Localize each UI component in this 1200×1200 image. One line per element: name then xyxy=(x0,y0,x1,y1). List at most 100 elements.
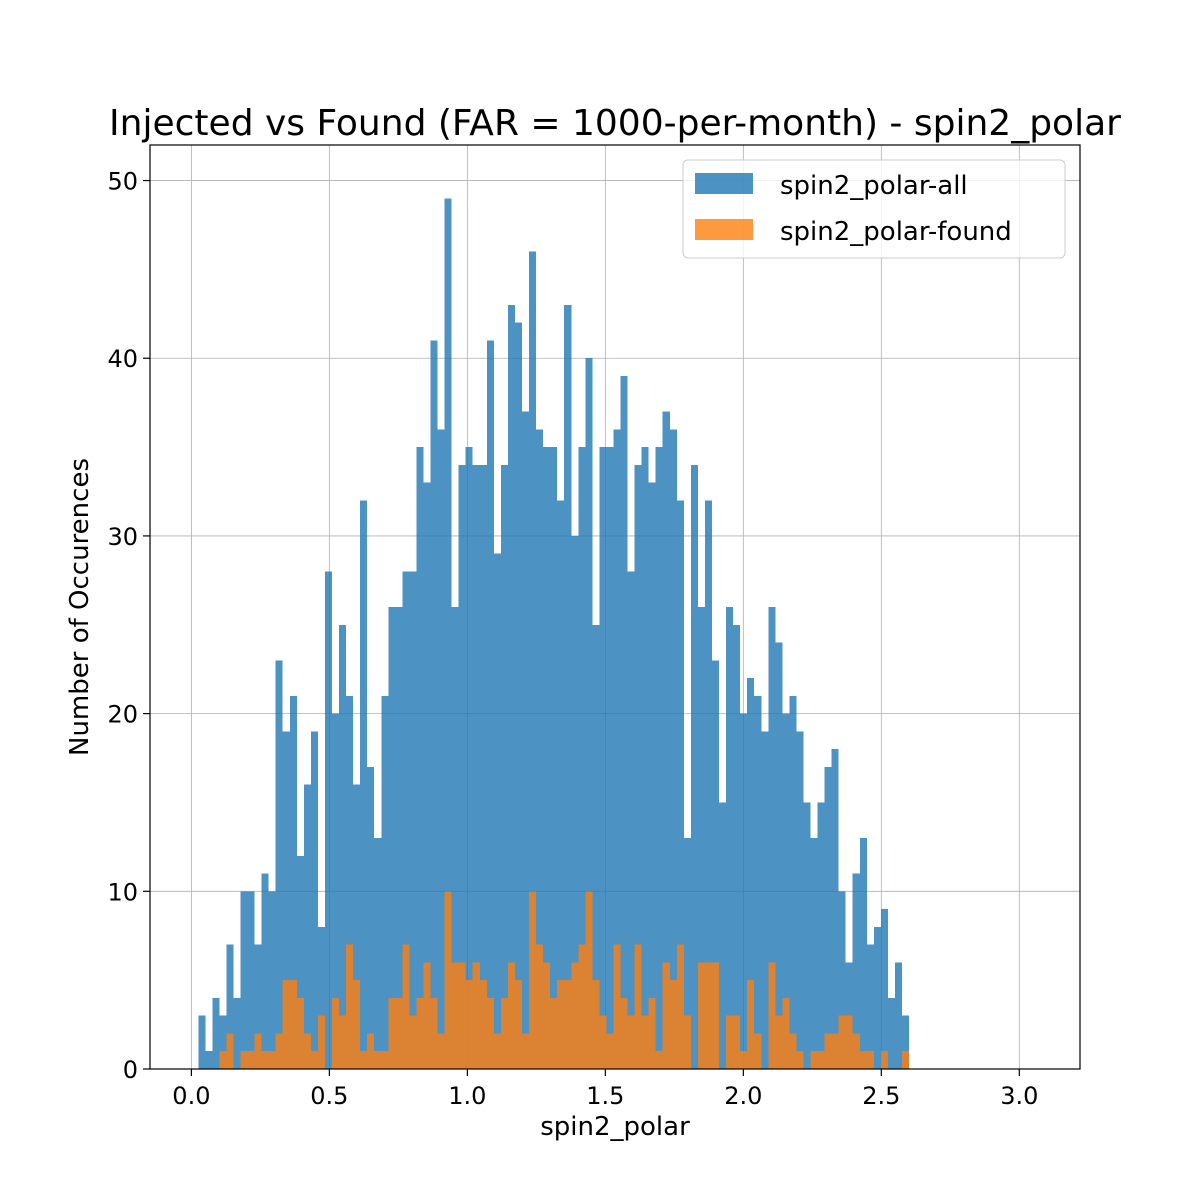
axis-ticks: 0.0 0.5 1.0 1.5 2.0 2.5 3.0 0 10 20 30 40 50 xyxy=(107,168,1038,1110)
bar-spin2-polar-all xyxy=(493,553,501,1069)
bar-spin2-polar-all xyxy=(704,500,713,1069)
bar-spin2-polar-all xyxy=(627,571,635,1069)
bar-spin2-polar-all xyxy=(324,571,332,1069)
bar-spin2-polar-all xyxy=(507,304,515,1069)
bar-spin2-polar-all xyxy=(866,944,874,1069)
bar-spin2-polar-all xyxy=(409,571,417,1069)
bar-spin2-polar-all xyxy=(529,251,537,1070)
bar-spin2-polar-all xyxy=(275,660,283,1069)
bar-spin2-polar-all xyxy=(374,838,382,1069)
y-tick-label: 10 xyxy=(107,878,138,906)
bar-spin2-polar-found xyxy=(444,891,452,1069)
bar-spin2-polar-found xyxy=(514,980,522,1069)
bar-spin2-polar-found xyxy=(254,1033,262,1069)
bar-spin2-polar-found xyxy=(486,997,494,1069)
bar-spin2-polar-all xyxy=(254,944,262,1069)
bar-spin2-polar-all xyxy=(789,695,797,1069)
bar-spin2-polar-found xyxy=(500,997,508,1069)
bar-spin2-polar-found xyxy=(240,1051,248,1069)
y-tick-label: 20 xyxy=(107,701,138,729)
bar-spin2-polar-all xyxy=(331,713,340,1069)
bar-spin2-polar-all xyxy=(339,624,347,1069)
bar-spin2-polar-all xyxy=(887,997,895,1069)
bar-spin2-polar-all xyxy=(782,713,790,1069)
bar-spin2-polar-found xyxy=(641,1015,649,1069)
bar-spin2-polar-found xyxy=(226,1033,234,1069)
bar-spin2-polar-found xyxy=(817,1051,825,1069)
bar-spin2-polar-found xyxy=(782,997,790,1069)
bar-spin2-polar-all xyxy=(747,678,755,1069)
bar-spin2-polar-found xyxy=(353,980,361,1069)
bar-spin2-polar-all xyxy=(346,695,354,1069)
x-tick-label: 0.0 xyxy=(172,1082,210,1110)
bar-spin2-polar-found xyxy=(662,962,670,1069)
bar-spin2-polar-all xyxy=(564,304,572,1069)
bar-spin2-polar-all xyxy=(472,464,480,1069)
bar-spin2-polar-found xyxy=(599,1015,607,1069)
legend-label-all: spin2_polar-all xyxy=(780,171,968,201)
bar-spin2-polar-all xyxy=(880,909,888,1069)
bar-spin2-polar-all xyxy=(557,500,565,1069)
bar-spin2-polar-all xyxy=(648,482,656,1070)
bar-spin2-polar-found xyxy=(810,1051,818,1069)
bar-spin2-polar-found xyxy=(388,997,396,1069)
bar-spin2-polar-all xyxy=(289,695,297,1069)
bar-spin2-polar-all xyxy=(859,838,867,1069)
bar-spin2-polar-found xyxy=(261,1051,269,1069)
bar-spin2-polar-found xyxy=(381,1051,389,1069)
bar-spin2-polar-all xyxy=(444,198,452,1070)
bar-spin2-polar-all xyxy=(873,926,881,1069)
bar-spin2-polar-found xyxy=(310,1051,318,1069)
x-axis-label: spin2_polar xyxy=(540,1112,690,1142)
bar-spin2-polar-all xyxy=(894,962,903,1069)
bar-spin2-polar-all xyxy=(522,411,530,1069)
bar-spin2-polar-all xyxy=(754,695,762,1069)
legend-box xyxy=(682,159,1066,259)
bar-spin2-polar-found xyxy=(775,1015,783,1069)
bar-spin2-polar-all xyxy=(310,731,318,1069)
bar-spin2-polar-all xyxy=(423,482,431,1070)
bar-spin2-polar-found xyxy=(346,944,354,1069)
bar-spin2-polar-all xyxy=(317,926,325,1069)
bar-spin2-polar-found xyxy=(374,1051,382,1069)
bar-spin2-polar-all xyxy=(592,624,600,1069)
bar-spin2-polar-found xyxy=(831,1033,839,1069)
bar-spin2-polar-found xyxy=(451,962,459,1069)
bar-spin2-polar-found xyxy=(683,1015,691,1069)
bar-spin2-polar-all xyxy=(536,429,544,1069)
bar-spin2-polar-found xyxy=(740,1051,748,1069)
bar-spin2-polar-found xyxy=(796,1051,804,1069)
bar-spin2-polar-all xyxy=(486,340,494,1069)
bar-spin2-polar-found xyxy=(507,962,515,1069)
bar-spin2-polar-all xyxy=(838,891,846,1069)
bar-spin2-polar-found xyxy=(360,1051,368,1069)
bar-spin2-polar-found xyxy=(627,1015,635,1069)
bar-spin2-polar-found xyxy=(768,962,776,1069)
bar-spin2-polar-all xyxy=(697,607,705,1069)
bar-spin2-polar-found xyxy=(536,944,544,1069)
bar-spin2-polar-found xyxy=(866,1051,874,1069)
bar-spin2-polar-found xyxy=(367,1033,375,1069)
bar-spin2-polar-found xyxy=(754,1033,762,1069)
bar-spin2-polar-all xyxy=(219,1015,227,1069)
bar-spin2-polar-all xyxy=(479,464,487,1069)
y-tick-label: 40 xyxy=(107,345,138,373)
bar-spin2-polar-all xyxy=(683,838,691,1069)
bar-spin2-polar-found xyxy=(712,962,720,1069)
bar-spin2-polar-found xyxy=(824,1033,832,1069)
bar-spin2-polar-found xyxy=(529,891,537,1069)
bar-spin2-polar-found xyxy=(880,1051,888,1069)
bar-spin2-polar-all xyxy=(606,447,614,1070)
bar-spin2-polar-found xyxy=(395,997,403,1069)
bar-spin2-polar-found xyxy=(747,980,755,1069)
bar-spin2-polar-all xyxy=(388,607,396,1069)
x-tick-label: 3.0 xyxy=(1000,1082,1038,1110)
bar-spin2-polar-found xyxy=(550,997,558,1069)
bar-spin2-polar-found xyxy=(282,980,290,1069)
bar-spin2-polar-all xyxy=(233,997,241,1069)
bar-spin2-polar-found xyxy=(331,997,340,1069)
bar-spin2-polar-found xyxy=(423,962,431,1069)
bar-spin2-polar-found xyxy=(578,944,586,1069)
bar-spin2-polar-found xyxy=(606,1033,614,1069)
bar-spin2-polar-found xyxy=(303,1033,311,1069)
